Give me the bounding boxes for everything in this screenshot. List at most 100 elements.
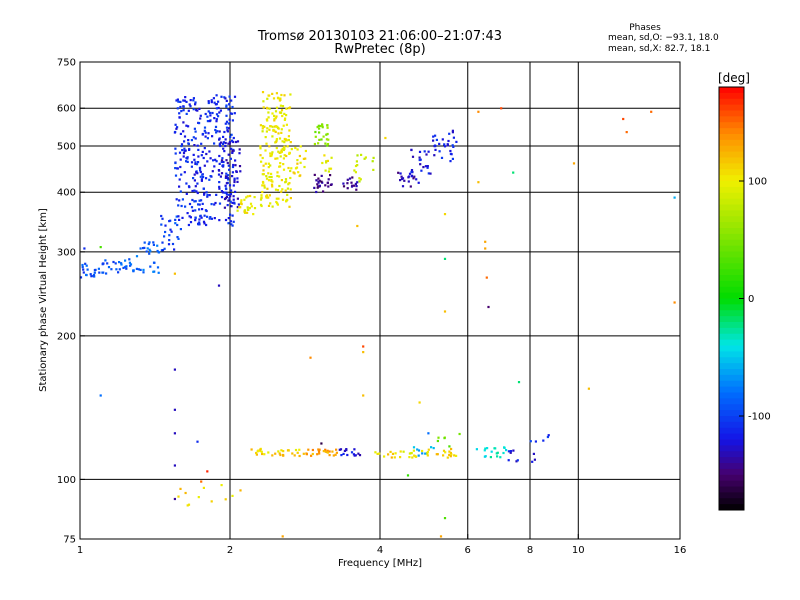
data-point (203, 222, 206, 225)
data-point (261, 180, 265, 184)
data-point (261, 130, 264, 133)
data-point (220, 95, 223, 98)
colorbar-swatch (719, 410, 744, 417)
colorbar-swatch (719, 498, 744, 505)
data-point (432, 447, 435, 450)
data-point (205, 223, 208, 227)
data-point (281, 147, 284, 151)
data-point (187, 109, 190, 112)
data-point (213, 217, 216, 220)
colorbar-swatch (719, 492, 744, 499)
data-point (202, 156, 205, 160)
data-point (507, 450, 510, 453)
data-point (142, 247, 145, 250)
data-point (326, 159, 329, 162)
data-point (90, 275, 93, 278)
data-point (124, 259, 127, 262)
data-point (325, 138, 328, 141)
colorbar-swatch (719, 275, 744, 282)
data-point (229, 112, 232, 115)
data-point (98, 271, 101, 274)
data-point (196, 144, 199, 147)
data-point (129, 264, 132, 267)
data-point (231, 201, 234, 204)
data-point (449, 160, 452, 163)
data-point (197, 161, 200, 164)
data-point (262, 164, 265, 167)
data-point (195, 171, 198, 174)
data-point (221, 142, 225, 145)
data-point (148, 252, 151, 255)
data-point (163, 235, 166, 238)
data-point (313, 173, 316, 176)
data-point (231, 105, 234, 109)
data-point (215, 107, 218, 110)
data-point (198, 107, 201, 110)
data-point (105, 272, 108, 275)
data-point (267, 116, 270, 119)
data-point (410, 170, 413, 174)
data-point (160, 214, 163, 218)
data-point (283, 141, 286, 144)
data-point (434, 134, 437, 137)
data-point (397, 171, 400, 174)
data-point (217, 173, 221, 176)
data-point (330, 183, 333, 186)
colorbar-swatch (719, 104, 744, 112)
colorbar-swatch (719, 128, 744, 135)
data-point (83, 247, 86, 250)
data-point (81, 266, 84, 269)
colorbar-swatch (719, 157, 744, 164)
data-point (450, 447, 453, 451)
data-point (282, 168, 286, 171)
data-point (227, 217, 230, 220)
data-point (307, 448, 310, 451)
data-point (227, 142, 230, 145)
data-point (394, 452, 397, 455)
data-point (178, 178, 181, 181)
data-point (444, 451, 447, 454)
data-point (174, 152, 177, 155)
data-point (294, 167, 298, 170)
data-point (271, 185, 274, 188)
data-point (180, 145, 183, 148)
data-point (148, 248, 151, 251)
data-point (124, 265, 127, 269)
colorbar-swatch (719, 439, 744, 446)
data-point (206, 193, 209, 197)
data-point (408, 452, 411, 455)
data-point (261, 184, 264, 187)
data-point (193, 144, 196, 147)
data-point (280, 111, 283, 114)
data-point (531, 460, 534, 463)
data-point (82, 271, 85, 274)
data-point (168, 234, 171, 237)
data-point (227, 199, 230, 202)
data-point (85, 264, 88, 267)
colorbar-swatch (719, 304, 744, 311)
data-point (194, 103, 197, 106)
data-point (164, 224, 167, 227)
data-point (326, 124, 329, 127)
data-point (89, 273, 92, 276)
data-point (296, 451, 299, 454)
data-point (275, 138, 278, 141)
data-point (276, 203, 279, 206)
data-point (529, 440, 532, 443)
data-point (174, 123, 177, 126)
data-point (188, 148, 191, 151)
data-point (451, 129, 454, 132)
data-point (407, 175, 411, 178)
data-point (275, 200, 278, 204)
data-point (227, 222, 230, 225)
data-point (408, 172, 412, 175)
data-point (268, 194, 271, 197)
data-point (145, 250, 148, 253)
data-point (232, 195, 235, 198)
data-point (316, 186, 319, 189)
data-point (220, 196, 224, 199)
data-point (125, 265, 128, 268)
data-point (230, 147, 233, 150)
data-point (274, 157, 277, 160)
data-point (335, 451, 338, 454)
